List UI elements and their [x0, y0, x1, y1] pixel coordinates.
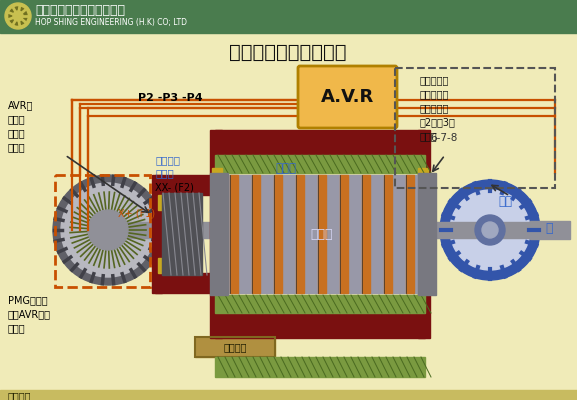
- Circle shape: [98, 220, 118, 240]
- Bar: [215, 313, 425, 338]
- Text: 合成工程（香港）有限公司: 合成工程（香港）有限公司: [35, 4, 125, 16]
- Bar: [0, 390, 577, 400]
- Bar: [0, 0, 577, 33]
- Bar: [418, 168, 428, 182]
- Bar: [215, 357, 425, 377]
- Bar: [195, 337, 275, 357]
- Bar: [162, 193, 202, 275]
- Text: HOP SHING ENGINEERING (H.K) CO; LTD: HOP SHING ENGINEERING (H.K) CO; LTD: [35, 18, 187, 28]
- Bar: [384, 175, 392, 293]
- Bar: [212, 275, 222, 289]
- Bar: [210, 173, 228, 295]
- FancyBboxPatch shape: [298, 66, 397, 128]
- Circle shape: [53, 175, 163, 285]
- Circle shape: [5, 3, 31, 29]
- Bar: [158, 258, 172, 273]
- Bar: [406, 175, 414, 293]
- Circle shape: [61, 183, 155, 277]
- Bar: [418, 173, 436, 295]
- Bar: [95, 222, 545, 238]
- Text: 6-7-8: 6-7-8: [430, 133, 458, 143]
- Text: AVR输
出直流
电给励
磁定子: AVR输 出直流 电给励 磁定子: [8, 100, 33, 152]
- Bar: [158, 195, 172, 210]
- Bar: [55, 175, 150, 287]
- Bar: [418, 275, 428, 289]
- Bar: [418, 195, 428, 209]
- Bar: [212, 168, 222, 182]
- Bar: [152, 175, 162, 293]
- Bar: [296, 175, 304, 293]
- Bar: [362, 175, 370, 293]
- Circle shape: [88, 210, 128, 250]
- Bar: [210, 130, 222, 338]
- Text: 从主定子来
的交流电源
和传感信号
（2相或3相
感应）: 从主定子来 的交流电源 和传感信号 （2相或3相 感应）: [420, 75, 456, 141]
- Circle shape: [90, 212, 126, 248]
- Bar: [395, 68, 555, 188]
- Text: X+ (F1): X+ (F1): [118, 208, 155, 218]
- Bar: [215, 295, 425, 313]
- Bar: [274, 175, 282, 293]
- Bar: [318, 175, 326, 293]
- Bar: [418, 248, 428, 262]
- Circle shape: [440, 180, 540, 280]
- Bar: [418, 130, 430, 338]
- Text: 整流模块: 整流模块: [223, 342, 247, 352]
- Circle shape: [13, 11, 23, 21]
- Text: 发电机基本结构和电路: 发电机基本结构和电路: [229, 42, 347, 62]
- Bar: [530, 221, 570, 239]
- Bar: [215, 130, 425, 155]
- Text: P2 -P3 -P4: P2 -P3 -P4: [138, 93, 203, 103]
- Bar: [230, 175, 238, 293]
- Text: 轴: 轴: [545, 222, 553, 234]
- Circle shape: [450, 190, 530, 270]
- Text: 轴承: 轴承: [498, 195, 512, 208]
- Bar: [340, 175, 348, 293]
- Bar: [252, 175, 260, 293]
- Circle shape: [9, 7, 27, 25]
- Text: A.V.R: A.V.R: [321, 88, 374, 106]
- Bar: [212, 195, 222, 209]
- Bar: [155, 175, 210, 195]
- Text: XX- (F2): XX- (F2): [155, 182, 194, 192]
- Text: 主转子: 主转子: [311, 228, 334, 240]
- Circle shape: [475, 215, 505, 245]
- Text: 励磁转子
和定子: 励磁转子 和定子: [155, 155, 180, 178]
- Text: 内部培训: 内部培训: [8, 391, 32, 400]
- Circle shape: [482, 222, 498, 238]
- Bar: [222, 175, 422, 293]
- Bar: [212, 248, 222, 262]
- Text: PMG提供电
源给AVR（安
装时）: PMG提供电 源给AVR（安 装时）: [8, 295, 51, 333]
- Bar: [195, 337, 275, 357]
- Bar: [155, 273, 210, 293]
- Bar: [215, 155, 425, 173]
- Text: 主定子: 主定子: [275, 162, 296, 175]
